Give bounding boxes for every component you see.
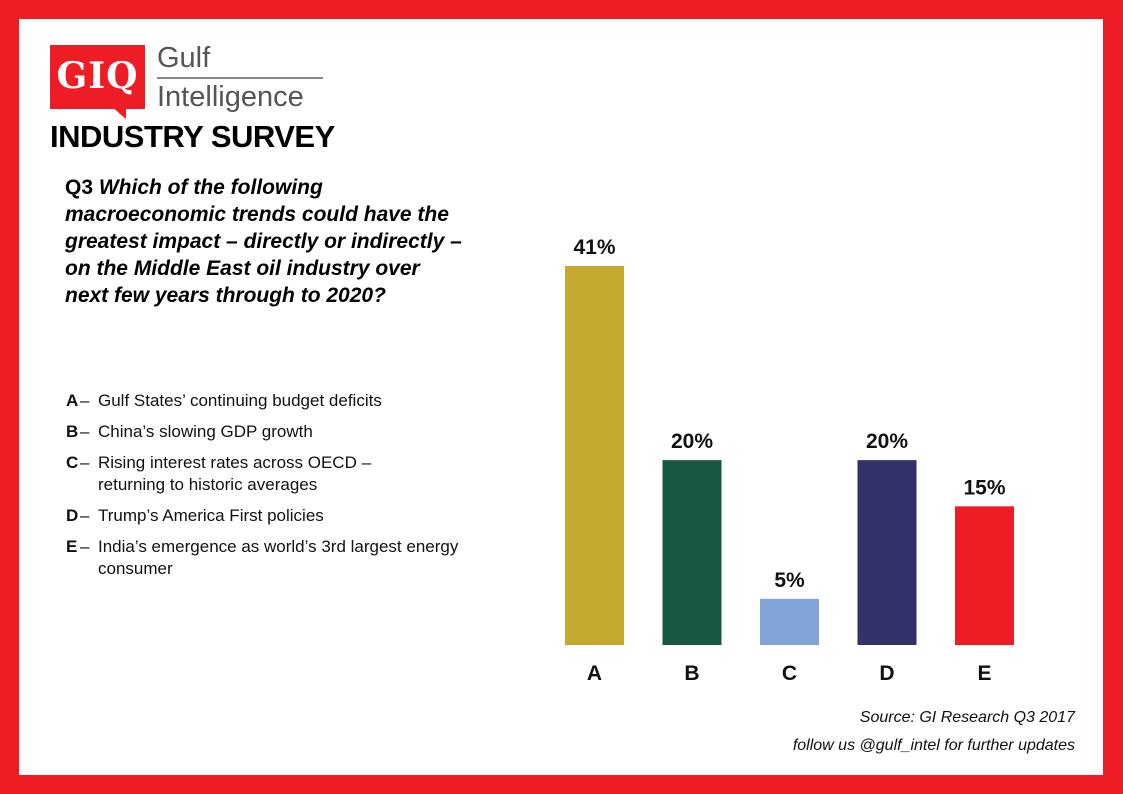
value-label-a: 41% <box>573 236 615 259</box>
category-label-a: A <box>587 662 602 685</box>
logo-abbr: GIQ <box>56 55 139 97</box>
logo-speech-tail <box>112 107 126 119</box>
survey-panel <box>19 19 1103 775</box>
value-label-c: 5% <box>774 569 805 592</box>
question: Q3 Which of the following macroeconomic … <box>65 174 465 309</box>
category-label-e: E <box>977 662 991 685</box>
source-note: Source: GI Research Q3 2017 <box>859 709 1075 726</box>
question-text: Which of the following macroeconomic tre… <box>65 176 462 307</box>
option-a: A – Gulf States’ continuing budget defic… <box>66 390 466 412</box>
follow-note: follow us @gulf_intel for further update… <box>792 737 1075 754</box>
option-b: B – China’s slowing GDP growth <box>66 421 466 443</box>
giq-logo: GIQ <box>50 45 145 109</box>
option-dash: – <box>80 453 90 472</box>
option-key: C <box>66 453 79 472</box>
option-label: Gulf States’ continuing budget deficits <box>98 391 382 410</box>
category-label-b: B <box>684 662 699 685</box>
brand-divider <box>157 77 323 79</box>
option-e: E – India’s emergence as world’s 3rd lar… <box>66 536 468 580</box>
brand-name-line2: Intelligence <box>157 81 304 113</box>
bar-a <box>565 266 624 645</box>
bar-b <box>662 460 722 645</box>
survey-title: INDUSTRY SURVEY <box>50 119 335 154</box>
option-label: China’s slowing GDP growth <box>98 422 313 441</box>
option-key: B <box>66 422 79 441</box>
bar-e <box>955 506 1014 645</box>
bar-chart: 41% A 20% B 5% C 20% D 15% E <box>565 236 1014 685</box>
bar-c <box>760 598 819 645</box>
option-dash: – <box>80 422 90 441</box>
value-label-b: 20% <box>671 430 713 453</box>
brand-name-line1: Gulf <box>157 42 211 74</box>
option-label: Rising interest rates across OECD – retu… <box>98 453 372 494</box>
bar-d <box>857 460 917 645</box>
option-c: C – Rising interest rates across OECD – … <box>66 452 438 496</box>
option-label: India’s emergence as world’s 3rd largest… <box>98 537 459 578</box>
value-label-e: 15% <box>963 476 1005 499</box>
category-label-c: C <box>782 662 797 685</box>
value-label-d: 20% <box>866 430 908 453</box>
option-d: D – Trump’s America First policies <box>66 505 466 527</box>
option-dash: – <box>80 391 90 410</box>
answer-options: A – Gulf States’ continuing budget defic… <box>66 390 466 589</box>
option-dash: – <box>80 506 90 525</box>
option-label: Trump’s America First policies <box>98 506 324 525</box>
question-number: Q3 <box>65 176 94 199</box>
option-key: E <box>66 537 78 556</box>
category-label-d: D <box>879 662 894 685</box>
option-dash: – <box>80 537 90 556</box>
option-key: A <box>66 391 79 410</box>
option-key: D <box>66 506 79 525</box>
